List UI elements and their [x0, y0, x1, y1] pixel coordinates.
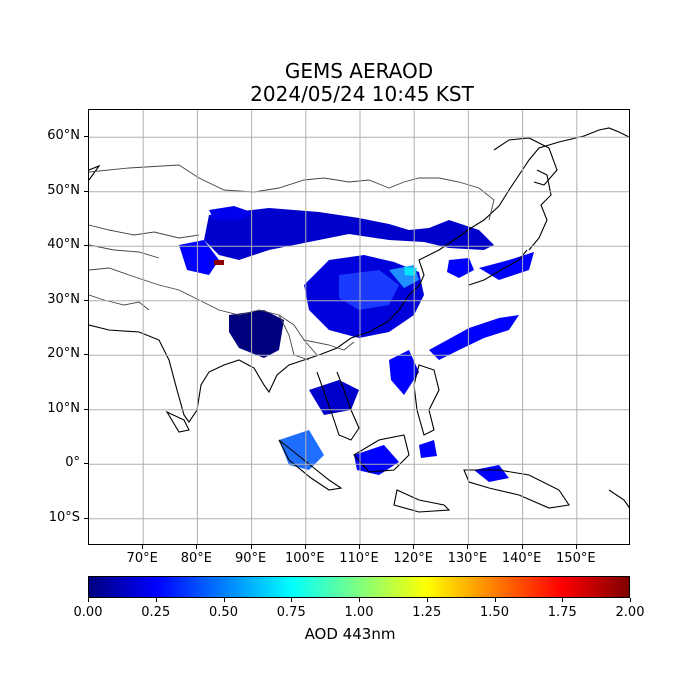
coastline — [316, 371, 360, 441]
country-border — [89, 224, 200, 239]
aod-patch — [339, 270, 399, 310]
aod-patch — [309, 380, 359, 415]
map-title: GEMS AERAOD — [284, 59, 434, 83]
lon-tick — [196, 545, 198, 549]
lon-tick-label: 100°E — [285, 551, 325, 566]
coastline — [468, 249, 528, 286]
lon-tick-label: 120°E — [393, 551, 433, 566]
lat-tick-label: 10°N — [47, 400, 80, 416]
lon-tick — [413, 545, 415, 549]
map-timestamp: 2024/05/24 10:45 KST — [250, 82, 474, 106]
aod-patch — [209, 206, 254, 220]
lat-tick — [84, 354, 88, 356]
lat-tick-label: 60°N — [47, 128, 80, 144]
lon-tick-label: 80°E — [180, 551, 213, 566]
lon-tick — [521, 545, 523, 549]
coastline — [278, 439, 343, 491]
country-border — [89, 267, 318, 356]
map-panel — [88, 109, 630, 545]
aod-patch — [479, 252, 534, 280]
colorbar-tick — [630, 598, 631, 602]
aod-patch — [229, 310, 284, 358]
aod-patch — [429, 315, 519, 360]
aod-patch — [447, 258, 474, 278]
lon-tick-label: 90°E — [234, 551, 267, 566]
coastline — [528, 169, 552, 251]
lon-tick-label: 140°E — [501, 551, 542, 566]
colorbar — [88, 576, 630, 598]
coastline — [493, 137, 558, 186]
aod-patch — [474, 465, 509, 482]
aod-patch — [204, 208, 494, 260]
map-plot — [89, 110, 629, 544]
country-border — [89, 294, 150, 311]
coastline — [165, 410, 190, 433]
lon-tick-label: 70°E — [126, 551, 158, 566]
coastline-layer — [89, 127, 629, 513]
lon-tick — [250, 545, 252, 549]
aod-patch — [404, 267, 417, 276]
lon-tick-label: 130°E — [447, 551, 488, 566]
lat-tick — [84, 408, 88, 410]
aod-patch — [389, 350, 419, 395]
colorbar-tick-label: 0.50 — [209, 605, 238, 620]
lat-tick — [84, 136, 88, 138]
lat-tick-label: 40°N — [47, 237, 80, 253]
lon-tick-label: 150°E — [556, 551, 596, 566]
country-border — [89, 244, 160, 259]
country-border — [278, 314, 310, 361]
border-layer — [89, 164, 495, 361]
colorbar-tick — [494, 598, 496, 602]
lon-tick — [142, 545, 144, 549]
lat-tick — [84, 190, 88, 192]
colorbar-tick — [88, 598, 89, 602]
lon-tick — [575, 545, 577, 549]
graticule — [89, 110, 629, 544]
lat-tick-label: 0° — [65, 455, 80, 471]
colorbar-tick — [155, 598, 157, 602]
coastline — [393, 489, 451, 513]
colorbar-tick-label: 1.50 — [480, 605, 509, 620]
aod-patch — [419, 440, 437, 458]
coastline — [89, 164, 101, 181]
aod-layer — [179, 206, 534, 482]
aod-hotspot — [214, 260, 224, 265]
colorbar-tick — [291, 598, 293, 602]
country-border — [303, 339, 355, 351]
lon-tick — [359, 545, 360, 549]
aod-patch — [279, 430, 324, 470]
coastline — [413, 364, 440, 436]
colorbar-tick — [223, 598, 225, 602]
lon-tick — [304, 545, 306, 549]
colorbar-tick-label: 0.25 — [141, 605, 171, 620]
lon-tick — [467, 545, 469, 549]
lat-tick — [84, 517, 88, 519]
lat-tick — [84, 299, 88, 301]
lat-tick-label: 10°S — [48, 509, 80, 525]
colorbar-tick-label: 1.00 — [344, 605, 374, 620]
country-border — [89, 164, 495, 221]
coastline — [463, 469, 570, 509]
coastline — [608, 489, 629, 509]
lat-tick — [84, 245, 88, 247]
colorbar-tick — [359, 598, 360, 602]
colorbar-tick-label: 0.75 — [276, 605, 306, 620]
lat-tick-label: 30°N — [47, 291, 80, 307]
colorbar-tick-label: 0.00 — [73, 605, 103, 620]
colorbar-tick-label: 1.25 — [412, 605, 442, 620]
colorbar-label: AOD 443nm — [304, 625, 396, 643]
lat-tick-label: 20°N — [47, 346, 80, 362]
colorbar-tick — [562, 598, 564, 602]
colorbar-tick — [426, 598, 428, 602]
colorbar-tick-label: 2.00 — [615, 605, 645, 620]
lon-tick-label: 110°E — [339, 551, 379, 566]
lat-tick-label: 50°N — [47, 182, 80, 198]
lat-tick — [84, 463, 88, 465]
coastline — [353, 434, 410, 473]
aod-patch — [179, 240, 219, 275]
colorbar-tick-label: 1.75 — [547, 605, 577, 620]
